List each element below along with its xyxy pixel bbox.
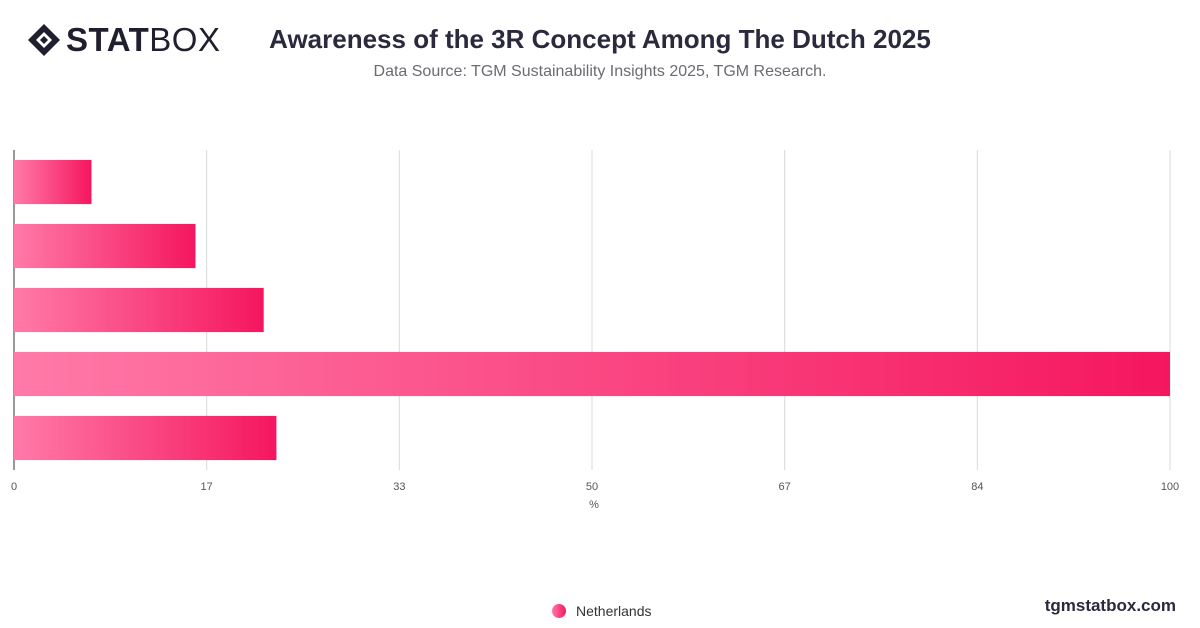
x-tick-label: 33 [393,481,405,493]
x-axis-label: % [589,499,599,511]
legend[interactable]: Netherlands [552,603,652,619]
x-tick-label: 17 [201,481,213,493]
bar-4[interactable] [14,415,277,461]
legend-marker [552,604,566,618]
x-tick-label: 100 [1161,481,1179,493]
bar-2[interactable] [14,287,264,333]
statbox-logo: STATBOX [26,22,220,58]
chart-subtitle: Data Source: TGM Sustainability Insights… [373,63,827,80]
x-tick-label: 50 [586,481,598,493]
logo-wordmark: STATBOX [66,22,220,58]
legend-label-netherlands: Netherlands [576,603,652,619]
x-tick-label: 0 [11,481,17,493]
diamond-logo-icon [28,24,60,56]
bar-1[interactable] [14,223,196,269]
x-tick-label: 84 [971,481,983,493]
bar-3[interactable] [14,351,1170,397]
logo-bold-text: STAT [66,21,150,58]
x-tick-label: 67 [779,481,791,493]
bar-0[interactable] [14,159,92,205]
site-url: tgmstatbox.com [1044,596,1176,615]
chart-title: Awareness of the 3R Concept Among The Du… [269,24,931,54]
logo-light-text: BOX [149,21,221,58]
